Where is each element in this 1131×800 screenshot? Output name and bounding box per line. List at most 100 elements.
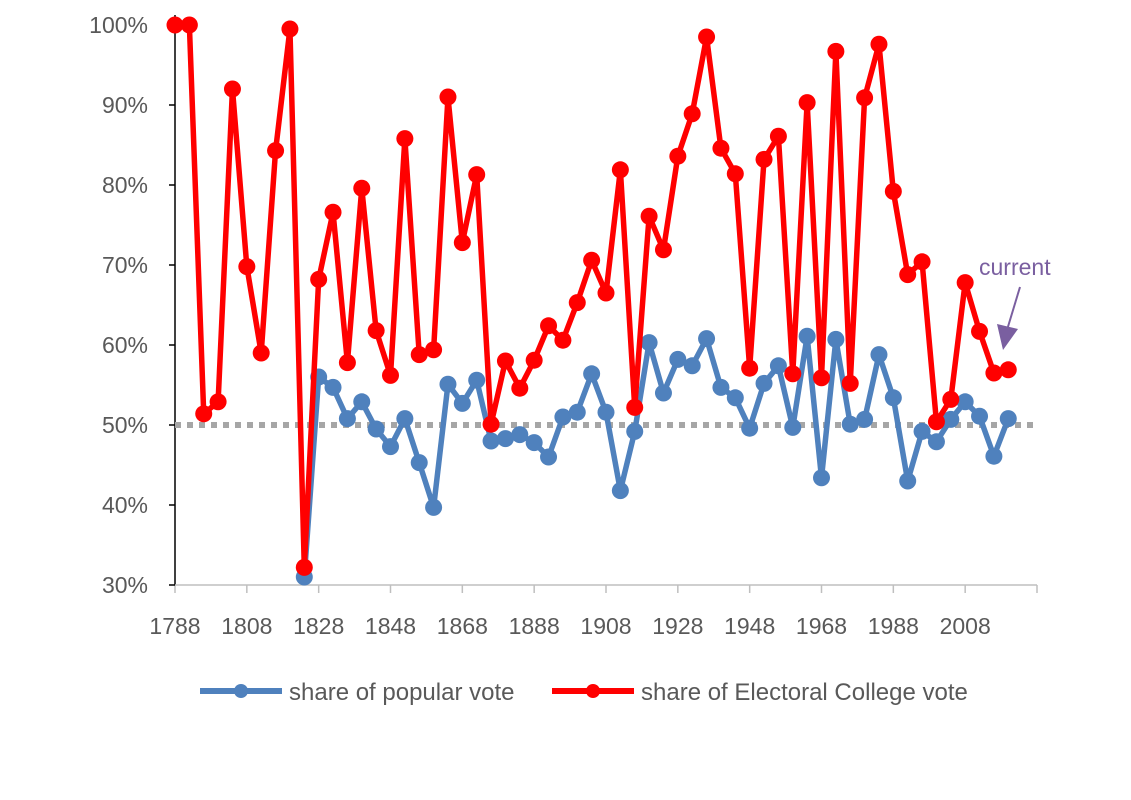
data-point-popular-vote xyxy=(698,330,716,348)
legend-label-electoral-vote: share of Electoral College vote xyxy=(641,679,968,706)
data-point-electoral-vote xyxy=(468,166,486,184)
data-point-electoral-vote xyxy=(267,142,285,160)
data-point-popular-vote xyxy=(540,448,558,466)
series-electoral-vote xyxy=(166,16,1017,576)
data-point-electoral-vote xyxy=(195,405,213,423)
data-point-popular-vote xyxy=(410,454,428,472)
data-point-popular-vote xyxy=(597,403,615,421)
data-point-popular-vote xyxy=(827,330,845,348)
legend-label-popular-vote: share of popular vote xyxy=(289,679,514,706)
data-point-electoral-vote xyxy=(913,253,931,271)
data-point-popular-vote xyxy=(669,350,687,368)
data-point-popular-vote xyxy=(726,389,744,407)
x-tick-label: 1928 xyxy=(652,613,703,639)
legend-marker-popular-vote xyxy=(234,684,248,698)
data-point-popular-vote xyxy=(583,365,601,383)
data-point-electoral-vote xyxy=(640,207,658,225)
legend-item-electoral-vote: share of Electoral College vote xyxy=(552,679,968,706)
x-tick-label: 1828 xyxy=(293,613,344,639)
y-tick-label: 90% xyxy=(102,92,148,118)
data-point-popular-vote xyxy=(554,408,572,426)
data-point-electoral-vote xyxy=(338,354,356,372)
y-tick-label: 70% xyxy=(102,252,148,278)
data-point-popular-vote xyxy=(353,393,371,411)
data-point-popular-vote xyxy=(468,371,486,389)
data-point-electoral-vote xyxy=(180,16,198,34)
data-point-popular-vote xyxy=(884,389,902,407)
data-point-electoral-vote xyxy=(870,35,888,53)
data-point-popular-vote xyxy=(798,327,816,345)
y-axis-tick-labels: 30% 40% 50% 60% 70% 80% 90% 100% xyxy=(89,12,148,598)
legend-marker-electoral-vote xyxy=(586,684,600,698)
annotation-arrow-head xyxy=(997,324,1018,350)
series-line-popular-vote xyxy=(301,333,1011,578)
data-point-electoral-vote xyxy=(525,351,543,369)
y-tick-label: 30% xyxy=(102,572,148,598)
data-point-electoral-vote xyxy=(927,413,945,431)
data-point-popular-vote xyxy=(396,410,414,428)
data-point-electoral-vote xyxy=(956,274,974,292)
y-tick-label: 40% xyxy=(102,492,148,518)
data-point-electoral-vote xyxy=(396,130,414,148)
data-point-popular-vote xyxy=(511,426,529,444)
data-point-popular-vote xyxy=(813,469,830,487)
data-point-electoral-vote xyxy=(813,369,830,387)
y-tick-label: 50% xyxy=(102,412,148,438)
y-tick-label: 100% xyxy=(89,12,148,38)
data-point-electoral-vote xyxy=(654,241,672,259)
x-tick-label: 1788 xyxy=(149,613,200,639)
data-point-electoral-vote xyxy=(324,203,342,221)
data-point-popular-vote xyxy=(439,375,457,393)
data-point-electoral-vote xyxy=(755,150,773,168)
x-axis-tick-labels: 1788 1808 1828 1848 1868 1888 1908 1928 1948 1968… xyxy=(149,613,990,639)
data-point-popular-vote xyxy=(382,438,399,456)
data-point-electoral-vote xyxy=(382,366,399,384)
x-tick-label: 1908 xyxy=(580,613,631,639)
data-point-electoral-vote xyxy=(597,284,615,302)
data-point-electoral-vote xyxy=(496,352,514,370)
data-point-electoral-vote xyxy=(784,365,802,383)
data-point-electoral-vote xyxy=(209,393,227,411)
data-point-electoral-vote xyxy=(999,361,1017,379)
data-point-electoral-vote xyxy=(856,89,874,107)
data-point-popular-vote xyxy=(899,472,917,490)
data-point-popular-vote xyxy=(712,378,730,396)
data-point-electoral-vote xyxy=(166,16,184,34)
data-point-popular-vote xyxy=(496,430,514,448)
data-point-electoral-vote xyxy=(884,182,902,200)
data-point-electoral-vote xyxy=(568,294,586,312)
x-tick-label: 1808 xyxy=(221,613,272,639)
data-point-popular-vote xyxy=(324,378,342,396)
x-tick-label: 1868 xyxy=(437,613,488,639)
data-point-electoral-vote xyxy=(554,331,572,349)
data-point-popular-vote xyxy=(999,410,1017,428)
data-point-electoral-vote xyxy=(310,270,328,288)
data-point-electoral-vote xyxy=(971,322,989,340)
data-point-electoral-vote xyxy=(698,28,716,46)
data-point-electoral-vote xyxy=(942,390,960,408)
data-point-popular-vote xyxy=(482,432,500,450)
x-tick-label: 1968 xyxy=(796,613,847,639)
data-point-electoral-vote xyxy=(439,88,457,106)
data-point-electoral-vote xyxy=(295,558,313,576)
data-point-popular-vote xyxy=(626,422,644,440)
legend-item-popular-vote: share of popular vote xyxy=(200,679,514,706)
data-point-electoral-vote xyxy=(453,234,471,252)
data-point-electoral-vote xyxy=(741,359,759,377)
data-point-electoral-vote xyxy=(827,42,845,60)
data-point-popular-vote xyxy=(755,374,773,392)
data-point-electoral-vote xyxy=(798,94,816,112)
data-point-popular-vote xyxy=(525,434,543,452)
annotation-arrow-shaft xyxy=(1006,286,1021,331)
data-point-popular-vote xyxy=(913,422,931,440)
data-point-electoral-vote xyxy=(583,251,601,269)
data-point-popular-vote xyxy=(453,394,471,412)
data-point-electoral-vote xyxy=(985,364,1003,382)
data-point-electoral-vote xyxy=(611,161,629,179)
x-tick-label: 1888 xyxy=(509,613,560,639)
data-point-electoral-vote xyxy=(223,80,241,98)
data-point-electoral-vote xyxy=(353,179,371,197)
x-axis-tick-marks xyxy=(174,585,1038,593)
data-point-popular-vote xyxy=(367,420,385,438)
y-tick-label: 60% xyxy=(102,332,148,358)
